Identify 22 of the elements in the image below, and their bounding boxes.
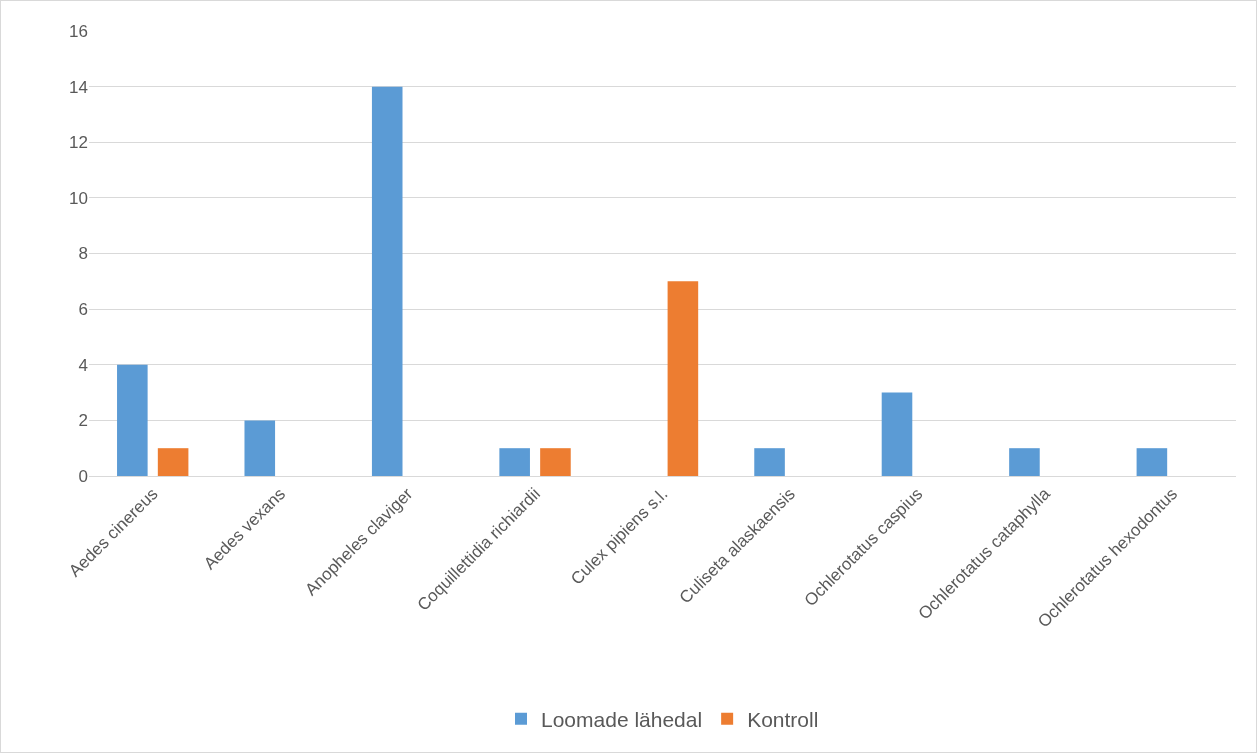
bar <box>1136 448 1168 476</box>
bar <box>1009 448 1040 476</box>
bar <box>244 420 276 476</box>
bar <box>371 86 403 476</box>
bar <box>117 364 148 476</box>
y-tick-label: 6 <box>78 300 88 320</box>
bar <box>499 448 530 476</box>
bar <box>881 392 913 476</box>
bar <box>157 448 189 476</box>
y-tick-label: 16 <box>69 21 88 41</box>
y-tick-label: 0 <box>78 466 88 486</box>
y-tick-label: 14 <box>69 77 88 97</box>
y-tick-label: 4 <box>78 355 88 375</box>
y-tick-label: 8 <box>78 244 88 264</box>
bar <box>540 448 571 476</box>
y-tick-label: 10 <box>69 188 88 208</box>
legend-label: Loomade lähedal <box>541 707 703 731</box>
bar <box>667 281 699 476</box>
y-tick-label: 2 <box>78 411 88 431</box>
y-tick-label: 12 <box>69 133 88 153</box>
bar <box>754 448 785 476</box>
legend-label: Kontroll <box>747 707 819 731</box>
